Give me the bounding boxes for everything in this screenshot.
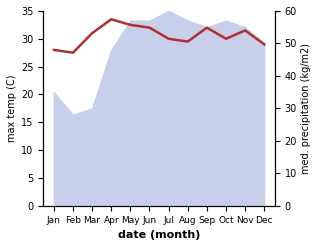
Y-axis label: med. precipitation (kg/m2): med. precipitation (kg/m2) [301, 43, 311, 174]
X-axis label: date (month): date (month) [118, 230, 200, 240]
Y-axis label: max temp (C): max temp (C) [7, 75, 17, 142]
